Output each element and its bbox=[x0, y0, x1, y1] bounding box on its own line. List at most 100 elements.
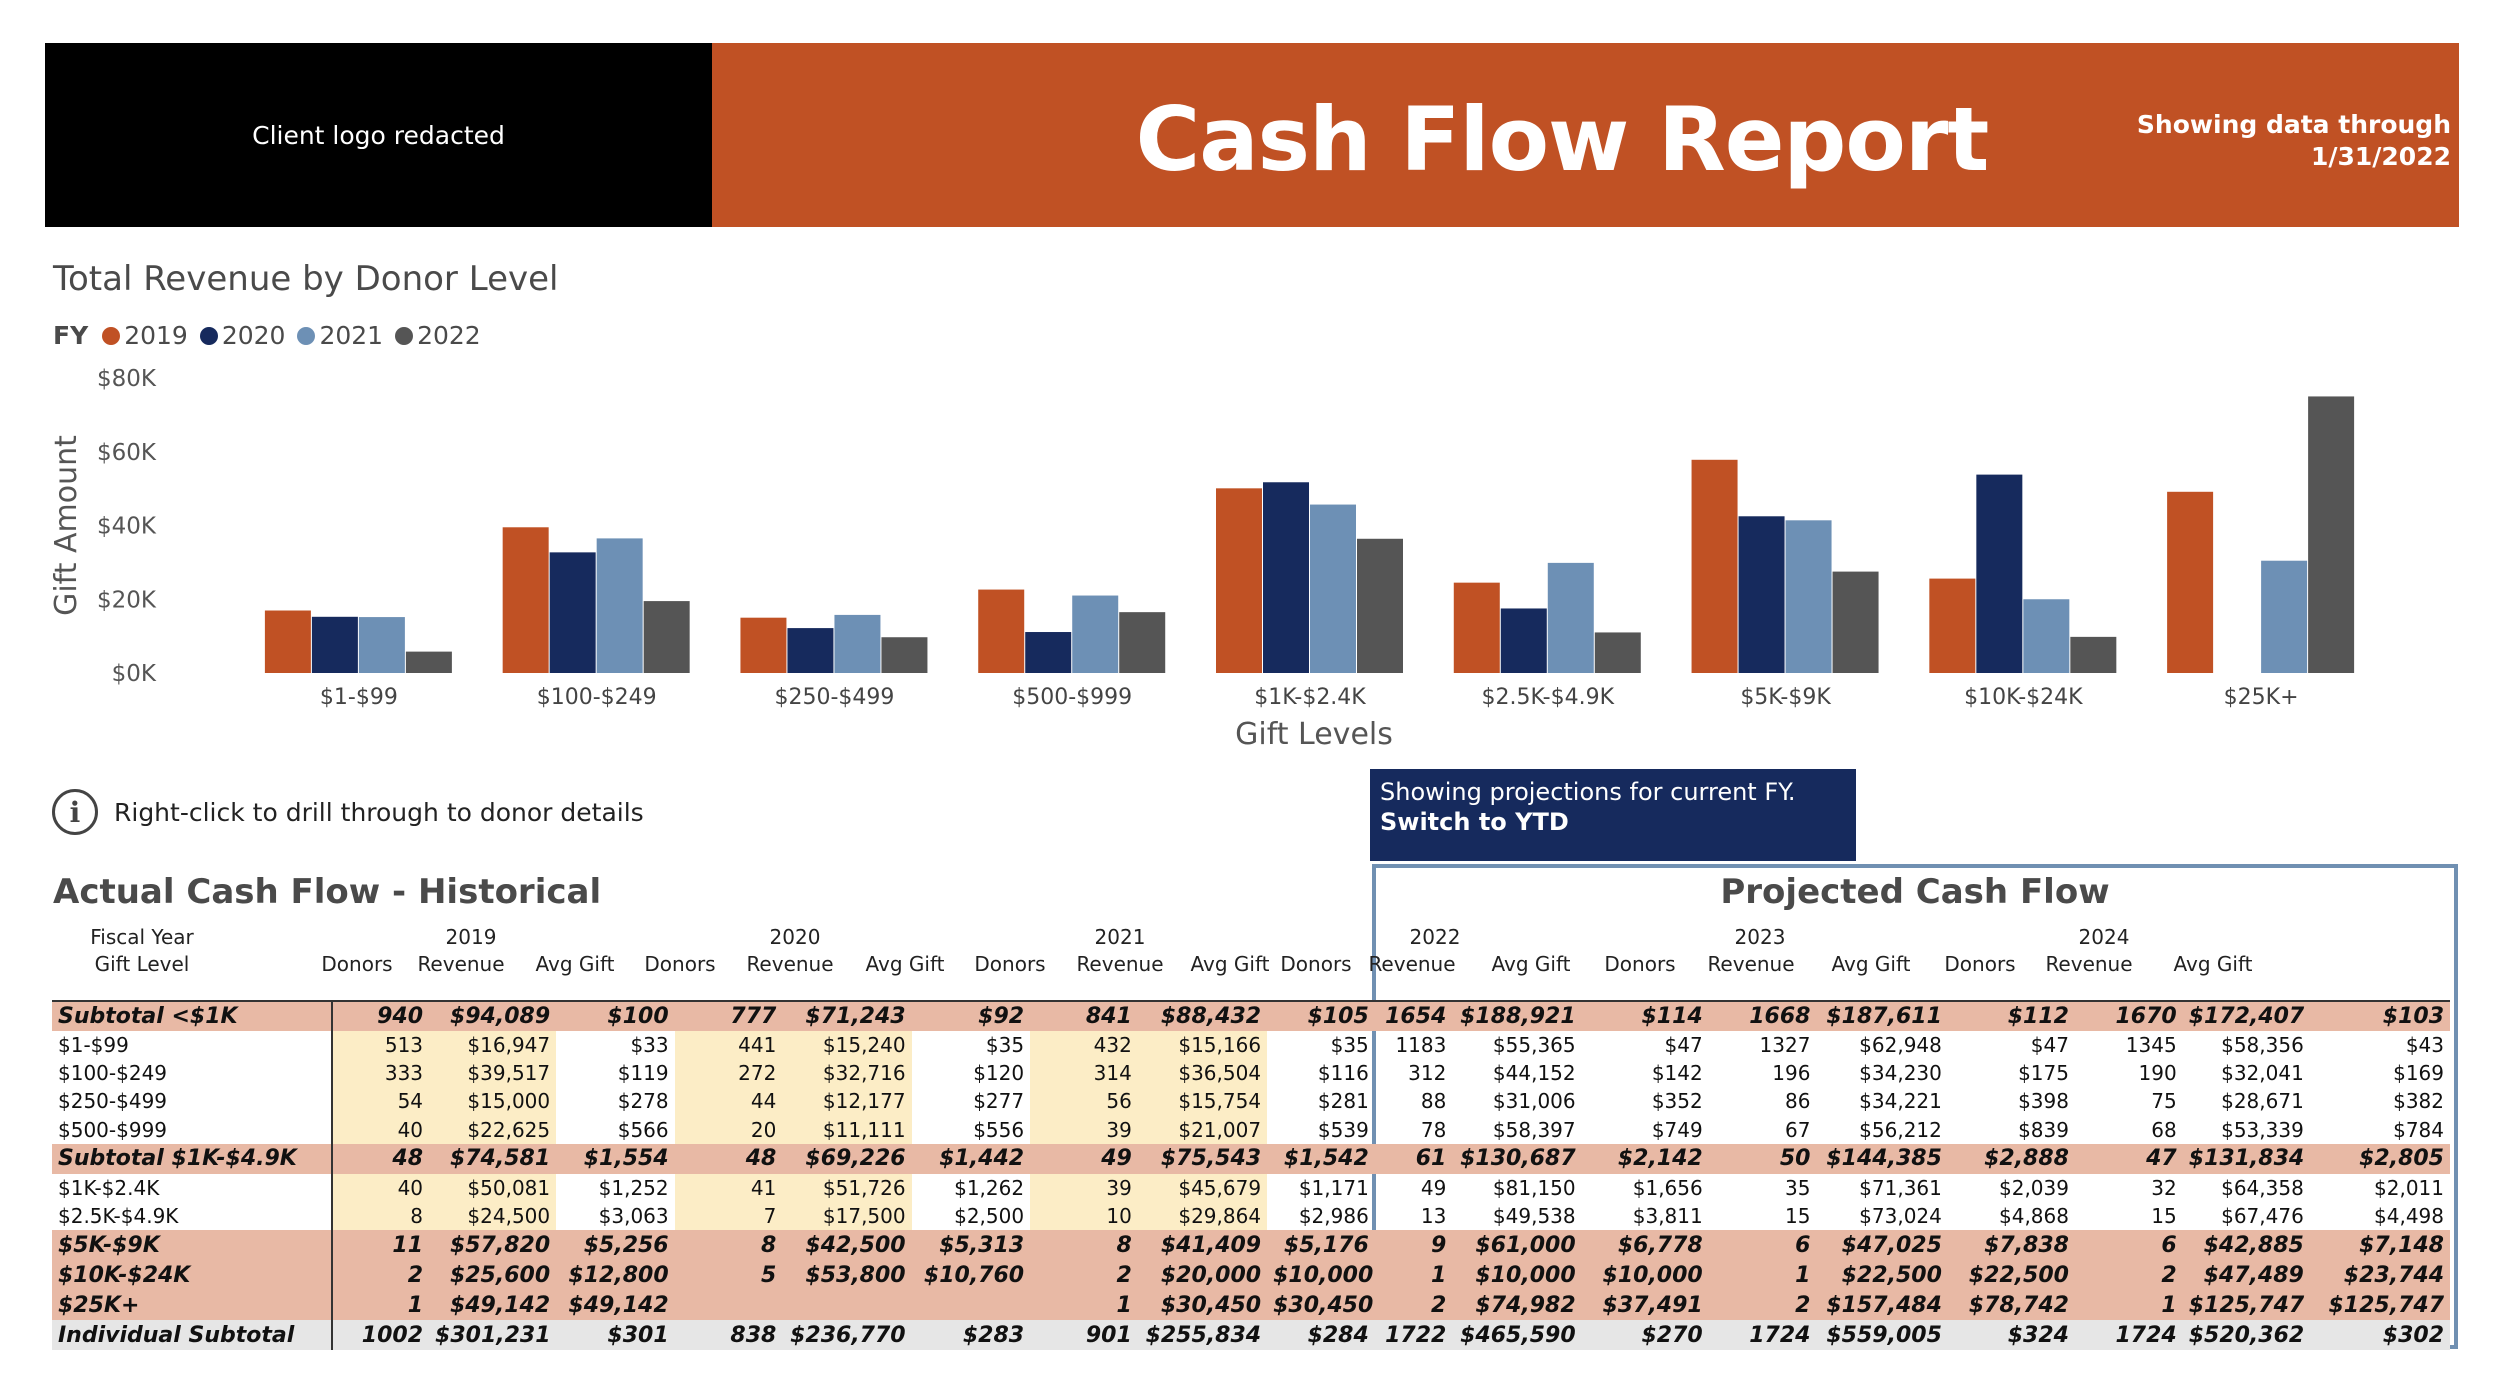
bar-2022-3[interactable] bbox=[1119, 612, 1166, 673]
bar-2021-0[interactable] bbox=[358, 617, 405, 673]
table-cell: 11 bbox=[332, 1230, 430, 1261]
revenue-bar-chart[interactable]: $0K $20K $40K $60K $80K Gift Amount $1-$99 $100… bbox=[0, 350, 2500, 750]
bar-2019-3[interactable] bbox=[978, 589, 1025, 673]
table-row[interactable]: $500-$999 40 $22,625 $566 20 $11,111 $556 39 $21… bbox=[52, 1115, 2450, 1144]
bar-2020-3[interactable] bbox=[1025, 632, 1072, 673]
table-cell: 49 bbox=[1420, 1175, 1447, 1200]
legend-text: 2019 bbox=[124, 321, 188, 350]
bar-2020-7[interactable] bbox=[1976, 474, 2023, 673]
table-cell: 48 bbox=[332, 1143, 430, 1174]
bar-2022-6[interactable] bbox=[1832, 571, 1879, 673]
table-row[interactable]: $1K-$2.4K 40 $50,081 $1,252 41 $51,726 $1,262 3… bbox=[52, 1173, 2450, 1202]
table-cell: 838 bbox=[674, 1320, 783, 1351]
table-cell: $398 bbox=[2018, 1089, 2069, 1114]
bar-2020-1[interactable] bbox=[549, 552, 596, 673]
subtotal-row[interactable]: Subtotal <$1K 940 $94,089 $100 777 $71,243 $92… bbox=[52, 1000, 2450, 1031]
bar-2021-7[interactable] bbox=[2023, 599, 2070, 673]
table-cell: 1345 bbox=[2125, 1033, 2177, 1058]
table-cell: $29,864 bbox=[1137, 1201, 1268, 1231]
table-cell: $24,500 bbox=[429, 1201, 557, 1231]
table-row[interactable]: $2.5K-$4.9K 8 $24,500 $3,063 7 $17,500 $2,500 1… bbox=[52, 1201, 2450, 1231]
bar-2022-0[interactable] bbox=[405, 651, 452, 673]
table-cell: $255,834 bbox=[1137, 1320, 1268, 1351]
table-cell: $32,716 bbox=[782, 1059, 912, 1088]
bar-2022-1[interactable] bbox=[643, 601, 690, 673]
projection-note-text: Showing projections for current FY. bbox=[1380, 778, 1796, 806]
bar-2020-0[interactable] bbox=[311, 616, 358, 673]
total-row[interactable]: Individual Subtotal 1002 $301,231 $301 838 $2… bbox=[52, 1320, 2450, 1351]
table-row[interactable]: $1-$99 513 $16,947 $33 441 $15,240 $35 432 $15,1… bbox=[52, 1031, 2450, 1060]
bar-2021-1[interactable] bbox=[596, 538, 643, 673]
table-cell: $5,256 bbox=[556, 1230, 675, 1261]
bar-2019-8[interactable] bbox=[2167, 491, 2214, 673]
table-cell: $749 bbox=[1651, 1117, 1703, 1142]
table-cell: $382 bbox=[2393, 1089, 2444, 1114]
table-cell: $188,921 bbox=[1452, 1000, 1582, 1031]
legend-item-2022[interactable]: 2022 bbox=[395, 321, 481, 350]
table-row[interactable]: $100-$249 333 $39,517 $119 272 $32,716 $120 314… bbox=[52, 1059, 2450, 1088]
table-cell: 841 bbox=[1030, 1000, 1138, 1031]
table-cell: $92 bbox=[911, 1000, 1031, 1031]
table-cell: $2,500 bbox=[954, 1204, 1025, 1229]
bar-2020-6[interactable] bbox=[1738, 516, 1785, 673]
table-cell: 940 bbox=[332, 1000, 430, 1031]
bar-2019-1[interactable] bbox=[502, 527, 549, 673]
table-cell: $324 bbox=[1947, 1320, 2075, 1351]
table-row[interactable]: $250-$499 54 $15,000 $278 44 $12,177 $277 56 $15… bbox=[52, 1087, 2450, 1116]
table-cell: $1,171 bbox=[1298, 1175, 1369, 1200]
bar-2022-7[interactable] bbox=[2070, 636, 2117, 673]
bar-2021-8[interactable] bbox=[2261, 560, 2308, 673]
table-cell: 86 bbox=[1785, 1089, 1811, 1114]
bar-2021-4[interactable] bbox=[1310, 504, 1356, 673]
bar-2021-5[interactable] bbox=[1547, 562, 1594, 673]
bar-2020-4[interactable] bbox=[1263, 482, 1309, 673]
table-cell: 196 bbox=[1772, 1061, 1811, 1086]
bar-2021-3[interactable] bbox=[1072, 595, 1119, 673]
subtotal-row[interactable]: $5K-$9K 11 $57,820 $5,256 8 $42,500 $5,313 8 $41… bbox=[52, 1230, 2450, 1261]
table-cell: 441 bbox=[674, 1031, 783, 1060]
table-cell: 49 bbox=[1030, 1143, 1138, 1174]
table-cell: 2 bbox=[1374, 1290, 1453, 1321]
y-tick-label: $0K bbox=[112, 661, 157, 687]
bar-2020-5[interactable] bbox=[1500, 608, 1547, 673]
table-cell: 15 bbox=[1785, 1204, 1811, 1229]
bar-2019-6[interactable] bbox=[1691, 459, 1738, 673]
bar-2021-2[interactable] bbox=[834, 614, 881, 673]
x-tick-label: $500-$999 bbox=[1012, 685, 1132, 710]
table-cell bbox=[782, 1290, 912, 1321]
subtotal-row[interactable]: Subtotal $1K-$4.9K 48 $74,581 $1,554 48 $69,2… bbox=[52, 1143, 2450, 1174]
bar-2019-7[interactable] bbox=[1929, 578, 1976, 673]
chart-legend[interactable]: FY 2019 2020 2021 2022 bbox=[53, 321, 493, 350]
bar-2022-5[interactable] bbox=[1594, 632, 1641, 673]
x-tick-label: $25K+ bbox=[2224, 685, 2299, 710]
table-cell: $130,687 bbox=[1452, 1143, 1582, 1174]
bar-2020-2[interactable] bbox=[787, 628, 834, 673]
bar-2019-5[interactable] bbox=[1453, 582, 1500, 673]
bar-2022-4[interactable] bbox=[1357, 538, 1403, 673]
table-cell: 40 bbox=[332, 1173, 430, 1202]
table-cell: $22,500 bbox=[1816, 1260, 1948, 1291]
subtotal-row[interactable]: $25K+ 1 $49,142 $49,142 1 $30,450 $30,450 2 $74,… bbox=[52, 1290, 2450, 1321]
bar-2019-4[interactable] bbox=[1216, 488, 1262, 673]
bar-2019-0[interactable] bbox=[264, 610, 311, 673]
subtotal-row[interactable]: $10K-$24K 2 $25,600 $12,800 5 $53,800 $10,760 2… bbox=[52, 1260, 2450, 1291]
x-axis-label: Gift Levels bbox=[1235, 717, 1393, 750]
bar-2022-8[interactable] bbox=[2308, 396, 2355, 673]
projection-toggle-button[interactable]: Showing projections for current FY. Swit… bbox=[1370, 769, 1856, 861]
table-cell: $88,432 bbox=[1137, 1000, 1268, 1031]
table-cell: $22,625 bbox=[429, 1115, 557, 1144]
bar-2021-6[interactable] bbox=[1785, 520, 1832, 673]
table-cell: 1724 bbox=[2074, 1320, 2183, 1351]
legend-item-2019[interactable]: 2019 bbox=[102, 321, 188, 350]
legend-item-2021[interactable]: 2021 bbox=[297, 321, 383, 350]
cash-flow-table[interactable]: Subtotal <$1K 940 $94,089 $100 777 $71,243 $92… bbox=[52, 1000, 2450, 1351]
table-cell: $169 bbox=[2393, 1061, 2444, 1086]
table-cell: 44 bbox=[674, 1087, 783, 1116]
legend-item-2020[interactable]: 2020 bbox=[199, 321, 285, 350]
table-cell: $142 bbox=[1651, 1061, 1703, 1086]
bar-2019-2[interactable] bbox=[740, 617, 787, 673]
column-header-avg-gift: Avg Gift bbox=[1831, 952, 1911, 976]
bar-2022-2[interactable] bbox=[881, 637, 928, 673]
switch-to-ytd-link[interactable]: Switch to YTD bbox=[1380, 808, 1569, 836]
table-cell: 7 bbox=[674, 1201, 783, 1231]
